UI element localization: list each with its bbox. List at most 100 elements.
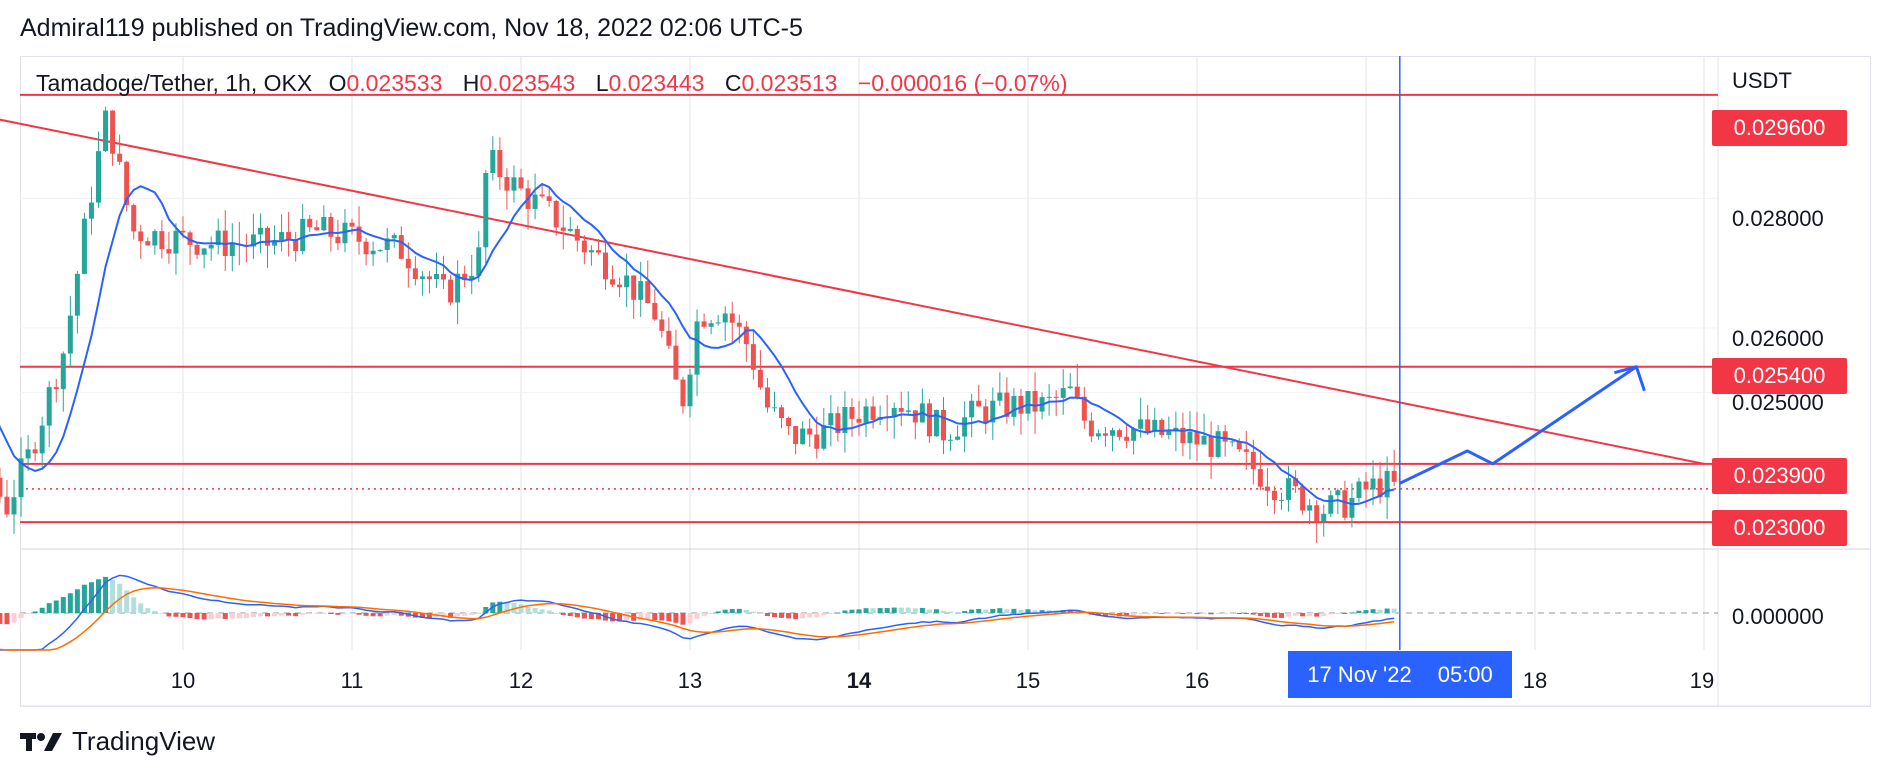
candle-body [793, 426, 799, 445]
candle-body [272, 240, 278, 246]
level-tag[interactable]: 0.023900 [1712, 458, 1847, 494]
macd-histogram-bar [483, 606, 489, 613]
macd-histogram-bar [793, 613, 799, 620]
candle-body [342, 222, 348, 244]
time-axis-label: 12 [508, 668, 534, 693]
candle-body [729, 313, 735, 323]
macd-histogram-bar [462, 613, 468, 616]
macd-histogram-bar [293, 613, 299, 617]
projection-arrow [1399, 365, 1638, 485]
candle-body [736, 322, 742, 327]
candle-body [659, 319, 665, 331]
candle-body [990, 400, 996, 423]
macd-histogram-bar [772, 613, 777, 618]
macd-histogram-bar [666, 613, 672, 622]
candle-body [624, 275, 630, 288]
macd-histogram-bar [764, 613, 770, 617]
macd-histogram-bar [250, 613, 256, 618]
price-axis-label: 0.000000 [1732, 604, 1824, 629]
candle-body [405, 258, 411, 269]
candle-body [1046, 396, 1052, 398]
macd-histogram-bar [1314, 613, 1320, 617]
candle-body [821, 425, 827, 449]
candle-body [194, 244, 200, 255]
candle-body [828, 413, 834, 426]
macd-histogram-bar [46, 603, 52, 613]
candle-body [1025, 391, 1031, 414]
time-axis-label: 19 [1689, 668, 1715, 693]
candle-body [1159, 419, 1165, 435]
macd-histogram-bar [159, 613, 165, 615]
candle-body [1243, 449, 1249, 452]
candle-body [32, 449, 38, 454]
candle-body [1131, 428, 1137, 441]
candle-body [53, 387, 59, 390]
candle-body [779, 407, 785, 418]
candle-body [1363, 481, 1369, 490]
candle-body [1328, 495, 1334, 514]
candle-body [1257, 469, 1263, 487]
legend-high-value: 0.023543 [479, 70, 576, 96]
macd-histogram-bar [1025, 609, 1031, 613]
candle-body [898, 407, 904, 412]
macd-histogram-bar [1166, 613, 1172, 614]
macd-histogram-bar [814, 613, 820, 618]
candle-body [441, 273, 447, 280]
candle-body [1194, 431, 1200, 445]
macd-histogram-bar [1377, 609, 1383, 613]
legend-close-value: 0.023513 [741, 70, 838, 96]
candle-body [715, 322, 721, 324]
macd-histogram-bar [750, 611, 756, 613]
candle-body [1011, 395, 1017, 417]
candle-body [835, 413, 841, 433]
macd-histogram-bar [786, 613, 792, 619]
macd-histogram-bar [553, 613, 559, 614]
level-tag[interactable]: 0.029600 [1712, 110, 1847, 146]
candle-body [18, 458, 24, 498]
macd-histogram-bar [377, 613, 383, 617]
macd-histogram-bar [1257, 613, 1263, 617]
candle-body [159, 231, 165, 250]
macd-histogram-bar [701, 613, 707, 616]
candle-body [117, 153, 123, 162]
candle-body [60, 353, 66, 390]
macd-histogram-bar [88, 582, 94, 613]
candle-body [293, 240, 299, 252]
macd-histogram-bar [976, 608, 982, 613]
candle-body [610, 279, 616, 285]
candle-body [257, 227, 263, 235]
candle-body [1279, 499, 1284, 501]
level-tag[interactable]: 0.025400 [1712, 358, 1847, 394]
macd-histogram-bar [933, 609, 939, 613]
macd-histogram-bar [1384, 608, 1390, 613]
macd-histogram-bar [729, 609, 735, 613]
macd-histogram-bar [1011, 608, 1017, 613]
macd-histogram-bar [1293, 613, 1299, 616]
candle-body [229, 243, 235, 257]
macd-histogram-bar [18, 613, 24, 619]
moving-average-line [0, 182, 1395, 506]
candle-body [912, 410, 918, 423]
macd-histogram-bar [877, 608, 883, 613]
candle-body [870, 406, 876, 420]
candle-body [1081, 396, 1087, 421]
macd-histogram-bar [356, 613, 362, 615]
time-axis-label: 13 [677, 668, 703, 693]
candle-body [722, 313, 728, 323]
publish-line: Admiral119 published on TradingView.com,… [20, 14, 803, 42]
candle-body [412, 268, 418, 280]
macd-histogram-bar [215, 613, 221, 619]
macd-histogram-bar [349, 613, 355, 614]
candle-body [1321, 513, 1327, 522]
macd-histogram-bar [1328, 613, 1334, 615]
legend-close-label: C [724, 70, 742, 96]
projection-arrowhead [1614, 365, 1646, 392]
candle-body [1166, 431, 1172, 435]
macd-histogram-bar [426, 613, 432, 618]
macd-histogram-bar [574, 613, 580, 618]
footer-brand[interactable]: TradingView [20, 726, 215, 757]
level-tag[interactable]: 0.023000 [1712, 510, 1847, 546]
macd-histogram-bar [595, 613, 601, 620]
macd-histogram-bar [919, 607, 925, 613]
